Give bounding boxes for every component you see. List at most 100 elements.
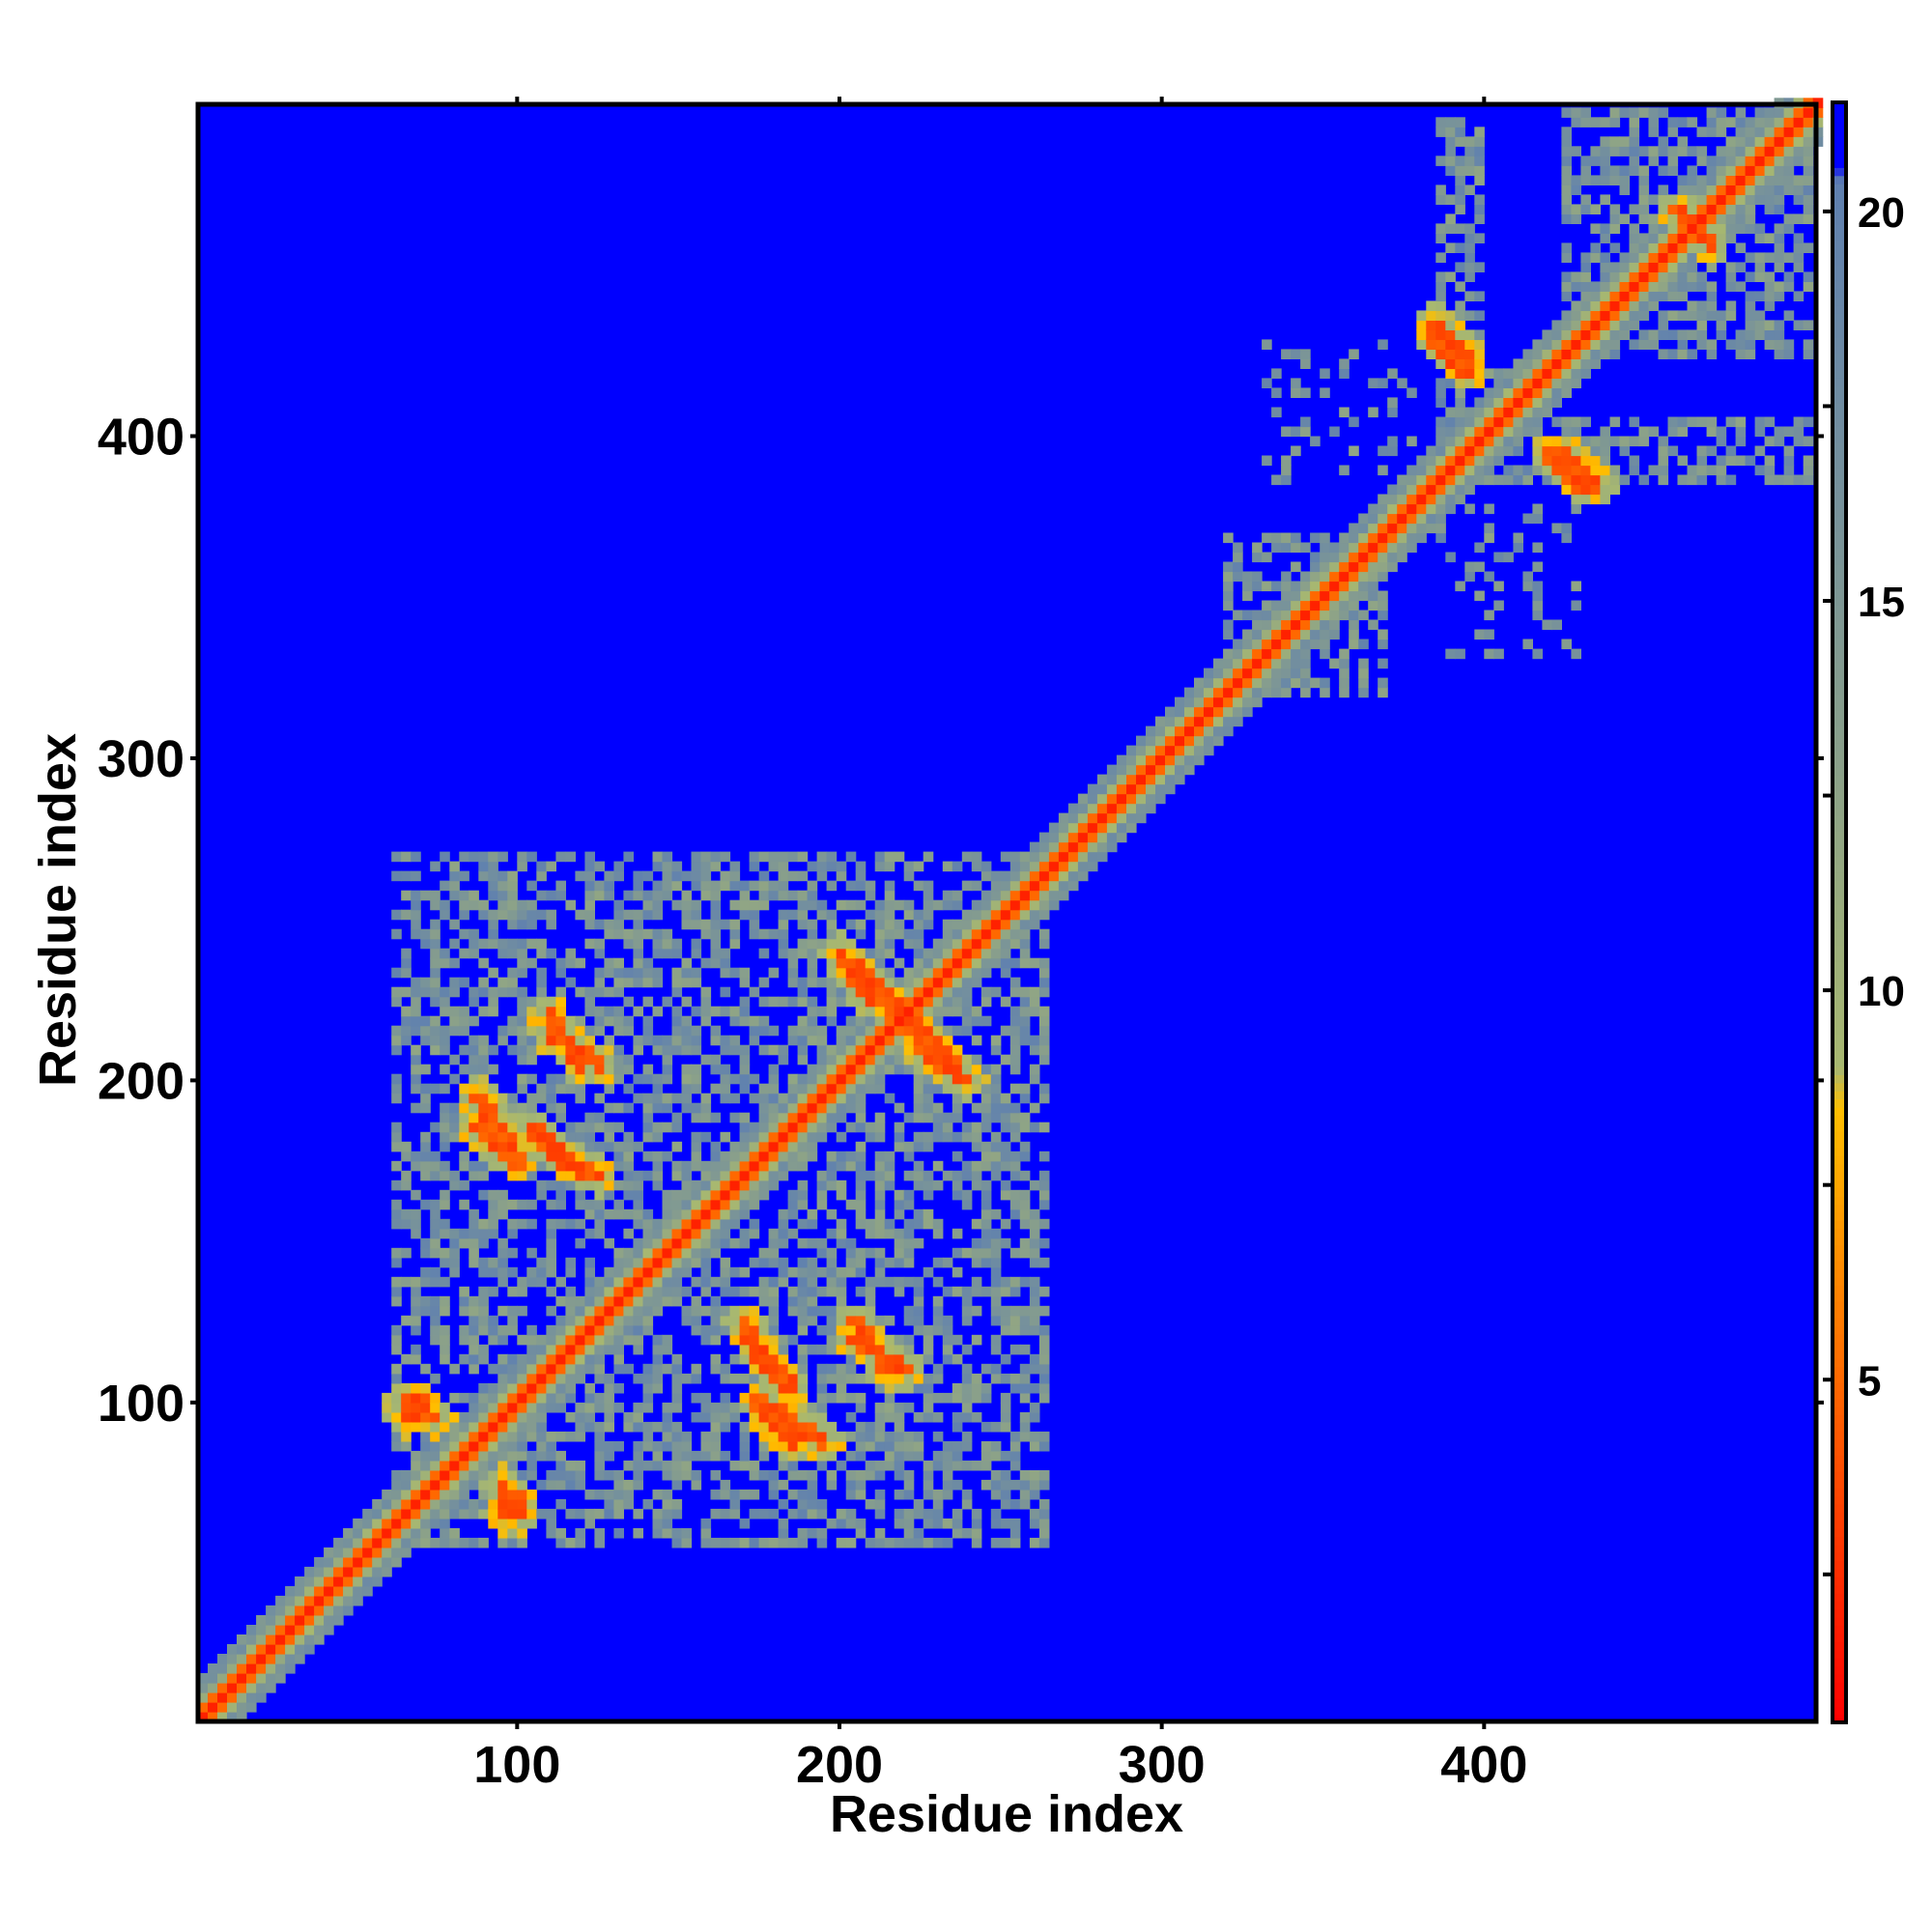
heatmap-cell <box>894 1518 905 1529</box>
heatmap-cell <box>652 1218 664 1230</box>
heatmap-cell <box>449 1054 460 1065</box>
heatmap-cell <box>826 977 838 988</box>
heatmap-cell <box>401 1353 412 1365</box>
heatmap-cell <box>604 1131 614 1143</box>
heatmap-cell <box>1387 494 1398 505</box>
heatmap-cell <box>720 986 731 998</box>
heatmap-cell <box>1696 445 1708 457</box>
heatmap-cell <box>700 1015 712 1027</box>
heatmap-cell <box>1754 445 1766 457</box>
heatmap-cell <box>826 851 838 863</box>
heatmap-cell <box>894 1247 905 1259</box>
heatmap-cell <box>1638 310 1650 321</box>
heatmap-cell <box>787 948 799 959</box>
heatmap-cell <box>1474 629 1485 640</box>
heatmap-cell <box>1455 175 1465 185</box>
heatmap-cell <box>469 986 479 998</box>
heatmap-cell <box>526 1363 537 1375</box>
colorbar-segment <box>1833 1001 1846 1010</box>
heatmap-cell <box>1339 465 1350 476</box>
heatmap-cell <box>1038 890 1050 901</box>
heatmap-cell <box>633 1199 643 1210</box>
heatmap-cell <box>952 899 963 911</box>
heatmap-cell <box>1038 1054 1050 1065</box>
heatmap-cell <box>1029 899 1040 911</box>
heatmap-cell <box>246 1644 257 1655</box>
colorbar-segment <box>1833 1293 1846 1302</box>
heatmap-cell <box>1009 1460 1021 1471</box>
heatmap-cell <box>1455 223 1465 234</box>
heatmap-cell <box>913 1131 924 1143</box>
heatmap-cell <box>662 890 673 901</box>
heatmap-cell <box>990 938 1002 950</box>
heatmap-cell <box>1000 1392 1011 1404</box>
heatmap-cell <box>594 1334 605 1346</box>
heatmap-cell <box>1009 890 1021 901</box>
heatmap-cell <box>961 1131 973 1143</box>
heatmap-cell <box>1754 175 1766 185</box>
heatmap-cell <box>507 967 518 979</box>
heatmap-cell <box>990 1160 1002 1172</box>
heatmap-cell <box>1165 754 1176 766</box>
heatmap-cell <box>1783 175 1795 185</box>
heatmap-cell <box>729 1537 741 1548</box>
heatmap-cell <box>420 1247 431 1259</box>
heatmap-cell <box>1590 474 1601 486</box>
heatmap-cell <box>469 1353 479 1365</box>
heatmap-cell <box>613 1344 624 1355</box>
heatmap-cell <box>923 986 934 998</box>
colorbar-segment <box>1833 1381 1846 1391</box>
colorbar-tick-label: 10 <box>1858 968 1905 1015</box>
heatmap-cell <box>507 977 518 988</box>
heatmap-cell <box>227 1663 238 1674</box>
heatmap-cell <box>1493 455 1504 467</box>
heatmap-cell <box>459 1083 469 1094</box>
heatmap-cell <box>1793 127 1804 137</box>
heatmap-cell <box>1484 407 1494 418</box>
heatmap-cell <box>1571 339 1581 350</box>
heatmap-cell <box>758 1421 770 1433</box>
heatmap-cell <box>894 996 905 1008</box>
heatmap-cell <box>633 1141 643 1152</box>
heatmap-cell <box>1600 281 1610 292</box>
heatmap-cell <box>749 1460 760 1471</box>
heatmap-cell <box>913 1373 924 1384</box>
heatmap-cell <box>613 1199 624 1210</box>
heatmap-cell <box>584 1025 595 1037</box>
heatmap-cell <box>285 1595 296 1606</box>
heatmap-cell <box>758 1392 770 1404</box>
heatmap-cell <box>1629 339 1640 350</box>
heatmap-cell <box>411 1498 421 1510</box>
heatmap-cell <box>1445 127 1456 137</box>
heatmap-cell <box>1271 648 1282 660</box>
heatmap-cell <box>555 1276 566 1288</box>
heatmap-cell <box>874 1373 886 1384</box>
heatmap-cell <box>1571 445 1581 457</box>
heatmap-cell <box>1484 426 1494 438</box>
heatmap-cell <box>507 1479 518 1491</box>
heatmap-cell <box>1435 339 1446 350</box>
heatmap-cell <box>613 1305 624 1317</box>
heatmap-cell <box>681 1208 693 1220</box>
heatmap-cell <box>1754 136 1766 147</box>
heatmap-cell <box>807 1527 818 1539</box>
heatmap-cell <box>1658 281 1669 292</box>
heatmap-cell <box>526 1411 537 1423</box>
heatmap-cell <box>855 957 867 969</box>
heatmap-cell <box>681 1189 693 1201</box>
heatmap-cell <box>826 948 838 959</box>
heatmap-cell <box>469 1537 479 1548</box>
heatmap-cell <box>913 1382 924 1394</box>
heatmap-cell <box>768 1469 780 1481</box>
heatmap-cell <box>980 1093 992 1104</box>
heatmap-cell <box>1696 194 1708 205</box>
heatmap-cell <box>932 1083 944 1094</box>
heatmap-cell <box>1561 465 1572 476</box>
heatmap-cell <box>275 1615 286 1626</box>
heatmap-cell <box>797 1363 809 1375</box>
heatmap-cell <box>807 1073 818 1085</box>
colorbar-segment <box>1833 1463 1846 1472</box>
heatmap-cell <box>507 1518 518 1529</box>
heatmap-cell <box>256 1644 267 1655</box>
heatmap-cell <box>1542 474 1552 486</box>
